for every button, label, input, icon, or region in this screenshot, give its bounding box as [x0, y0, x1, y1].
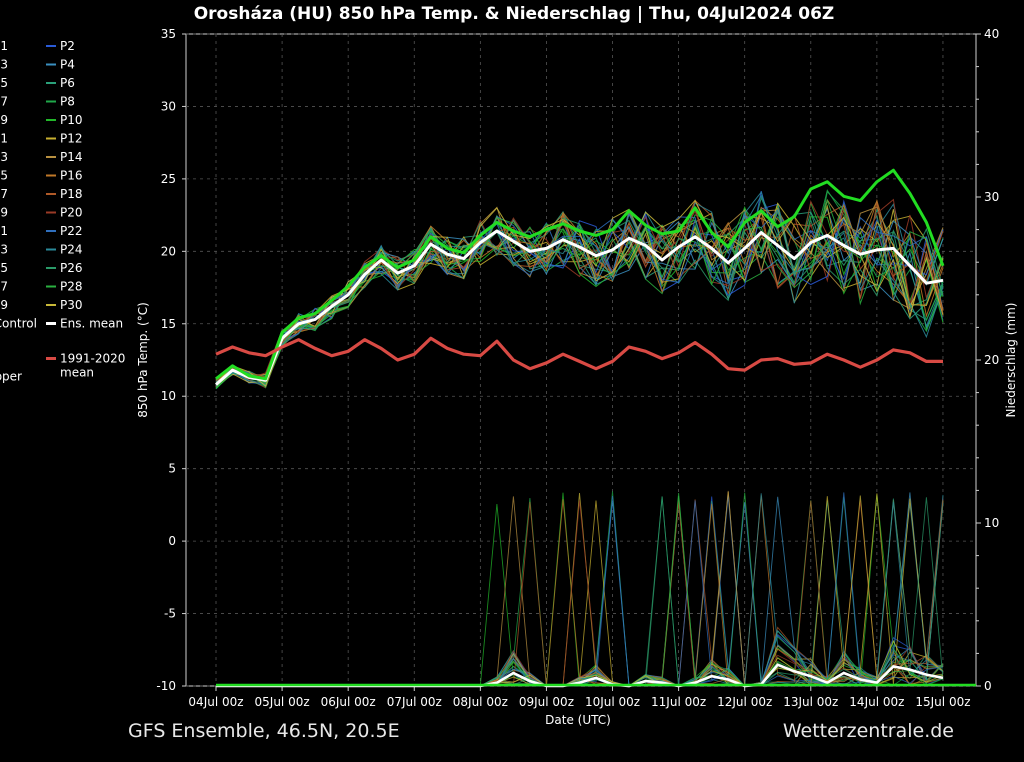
legend-label: Upper	[0, 370, 22, 384]
legend-label: P14	[60, 150, 83, 164]
legend-label: P29	[0, 298, 8, 312]
legend-label: P15	[0, 169, 8, 183]
legend-label: P4	[60, 58, 75, 72]
y-tick-label: 5	[168, 462, 176, 476]
chart-title: Orosháza (HU) 850 hPa Temp. & Niederschl…	[194, 4, 835, 24]
x-axis-ticks: 04Jul 00z 05Jul 00z 06Jul 00z 07Jul 00z 08Ju…	[188, 686, 971, 709]
x-tick-label: 12Jul 00z	[717, 695, 772, 709]
legend-label: P27	[0, 280, 8, 294]
x-tick-label: 08Jul 00z	[453, 695, 508, 709]
y-tick-label: -5	[164, 607, 176, 621]
legend-label: P7	[0, 95, 8, 109]
legend: P1 P3 P5 P7 P9 P11 P13 P15 P17 P19 P21 P23 P25 P27 P29…	[0, 39, 125, 384]
member-temp-line	[215, 198, 944, 386]
y-tick-label: 30	[161, 99, 176, 113]
legend-label: P20	[60, 206, 83, 220]
footer-source: Wetterzentrale.de	[782, 720, 954, 742]
x-tick-label: 14Jul 00z	[849, 695, 904, 709]
member-temp-line	[215, 209, 944, 388]
legend-label: P22	[60, 224, 83, 238]
series-line	[215, 336, 943, 372]
legend-label: P9	[0, 113, 8, 127]
legend-label: P21	[0, 224, 8, 238]
y-tick-label: 10	[161, 389, 176, 403]
y2-tick-label: 40	[984, 27, 999, 41]
y2-tick-label: 20	[984, 353, 999, 367]
x-tick-label: 07Jul 00z	[387, 695, 442, 709]
legend-label: P28	[60, 280, 83, 294]
legend-label: P25	[0, 261, 8, 275]
legend-label: P11	[0, 132, 8, 146]
legend-label: 1991-2020	[60, 352, 125, 366]
footer-model-info: GFS Ensemble, 46.5N, 20.5E	[128, 720, 400, 742]
legend-label: P13	[0, 150, 8, 164]
y-tick-label: 25	[161, 172, 176, 186]
series-line	[215, 168, 945, 381]
y2-tick-label: 30	[984, 190, 999, 204]
legend-label: P5	[0, 76, 8, 90]
legend-label: P1	[0, 39, 8, 53]
y-tick-label: 0	[168, 534, 176, 548]
y-tick-label: -10	[156, 679, 176, 693]
y2-tick-label: 10	[984, 516, 999, 530]
y2-axis-label: Niederschlag (mm)	[1004, 303, 1018, 418]
x-tick-label: 13Jul 00z	[783, 695, 838, 709]
x-tick-label: 09Jul 00z	[519, 695, 574, 709]
legend-label: P12	[60, 132, 83, 146]
x-tick-label: 10Jul 00z	[585, 695, 640, 709]
member-temp-line	[215, 208, 944, 387]
y-tick-label: 20	[161, 244, 176, 258]
member-temp-line	[215, 201, 944, 385]
series-line	[215, 229, 944, 386]
legend-label: P26	[60, 261, 83, 275]
legend-label: P18	[60, 187, 83, 201]
legend-label: Control	[0, 317, 37, 331]
x-tick-label: 04Jul 00z	[188, 695, 243, 709]
legend-label: P16	[60, 169, 83, 183]
y-tick-label: 35	[161, 27, 176, 41]
legend-label: P6	[60, 76, 75, 90]
x-tick-label: 05Jul 00z	[255, 695, 310, 709]
y-axis-ticks: 35 30 25 20 15 10 5 0 -5 -10	[156, 27, 186, 693]
legend-label: P23	[0, 243, 8, 257]
legend-label: P17	[0, 187, 8, 201]
y-axis-label: 850 hPa Temp. (°C)	[136, 302, 150, 418]
legend-label: P10	[60, 113, 83, 127]
main-lines	[215, 168, 976, 688]
legend-label: P30	[60, 298, 83, 312]
legend-label: P19	[0, 206, 8, 220]
x-tick-label: 06Jul 00z	[321, 695, 376, 709]
x-axis-label: Date (UTC)	[545, 713, 611, 727]
legend-label: P2	[60, 39, 75, 53]
plot-area	[185, 33, 977, 687]
x-tick-label: 11Jul 00z	[651, 695, 706, 709]
legend-label: P24	[60, 243, 83, 257]
legend-label: mean	[60, 366, 94, 380]
member-temp-line	[215, 206, 944, 383]
member-temp-line	[215, 202, 944, 384]
legend-label: P8	[60, 95, 75, 109]
y2-axis-ticks: 40 30 20 10 0	[976, 27, 999, 693]
legend-label: Ens. mean	[60, 317, 123, 331]
y2-tick-label: 0	[984, 679, 992, 693]
legend-label: P3	[0, 58, 8, 72]
x-tick-label: 15Jul 00z	[915, 695, 970, 709]
y-tick-label: 15	[161, 317, 176, 331]
